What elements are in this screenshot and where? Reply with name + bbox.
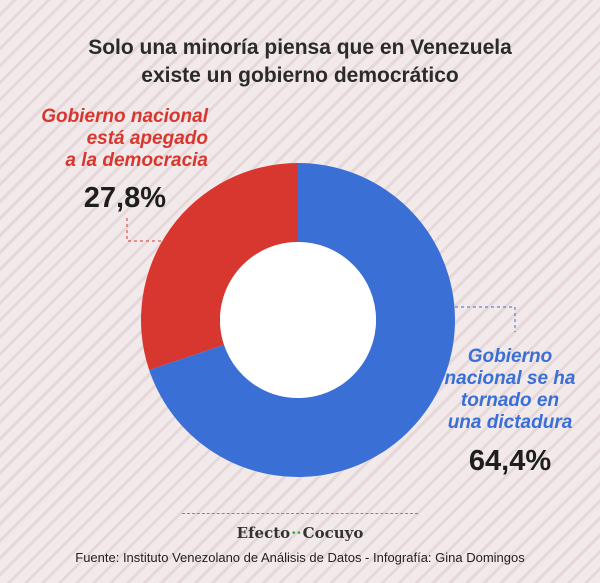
slice-label-democracia-line-1: Gobierno nacional: [41, 106, 208, 127]
efecto-cocuyo-logo: Efecto··Cocuyo: [0, 524, 600, 542]
slice-label-dictadura-line-4: una dictadura: [447, 412, 573, 433]
logo-dots: ··: [291, 524, 302, 542]
slice-label-dictadura-line-1: Gobierno: [467, 346, 553, 367]
slice-label-democracia-line-3: a la democracia: [65, 150, 208, 171]
slice-value-democracia: 27,8%: [83, 182, 166, 214]
donut-slice-dictadura: [149, 163, 456, 477]
chart-title-line-1: Solo una minoría piensa que en Venezuela: [88, 36, 512, 59]
slice-label-dictadura-line-2: nacional se ha: [444, 368, 576, 389]
donut-hole: [220, 242, 376, 398]
chart-title: Solo una minoría piensa que en Venezuela…: [40, 34, 560, 90]
slice-label-democracia: Gobierno nacional está apegado a la demo…: [20, 106, 208, 172]
slice-label-dictadura: Gobierno nacional se ha tornado en una d…: [430, 346, 590, 434]
footer-divider: [182, 513, 418, 514]
source-credit: Fuente: Instituto Venezolano de Análisis…: [75, 550, 525, 565]
donut-slice-democracia: [140, 163, 298, 370]
slice-label-democracia-line-2: está apegado: [86, 128, 208, 149]
slice-value-dictadura: 64,4%: [468, 445, 552, 477]
logo-text-left: Efecto: [236, 524, 291, 542]
leader-line-dictadura: [455, 306, 516, 332]
slice-label-dictadura-line-3: tornado en: [460, 390, 560, 411]
chart-title-line-2: existe un gobierno democrático: [141, 64, 459, 87]
logo-text-right: Cocuyo: [302, 524, 364, 542]
leader-line-democracia: [126, 218, 162, 242]
